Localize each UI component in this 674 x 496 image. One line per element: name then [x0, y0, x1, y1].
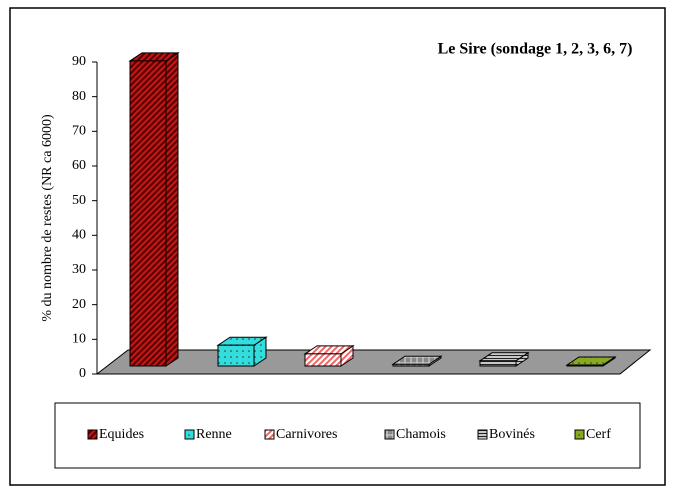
y-tick-label: 50: [72, 193, 86, 208]
y-tick-label: 40: [72, 228, 86, 243]
legend-swatch: [264, 429, 275, 440]
legend: [54, 402, 641, 469]
bar: [479, 360, 517, 367]
y-tick-label: 0: [79, 366, 86, 381]
y-tick-label: 70: [72, 124, 86, 139]
chart-title: Le Sire (sondage 1, 2, 3, 6, 7): [438, 41, 633, 58]
legend-swatch: [477, 429, 488, 440]
bar: [566, 364, 604, 367]
bar-side: [165, 51, 179, 367]
legend-swatch: [87, 429, 98, 440]
bar: [392, 363, 430, 367]
legend-swatch: [384, 429, 395, 440]
y-tick-label: 90: [72, 54, 86, 69]
y-tick-label: 20: [72, 297, 86, 312]
legend-label: Carnivores: [276, 427, 337, 442]
legend-label: Bovinés: [489, 427, 535, 442]
bar: [129, 60, 167, 367]
y-tick-label: 10: [72, 332, 86, 347]
y-tick-label: 60: [72, 158, 86, 173]
y-tick-label: 30: [72, 262, 86, 277]
legend-label: Cerf: [586, 427, 611, 442]
legend-label: Equides: [99, 427, 144, 442]
y-axis-label: % du nombre de restes (NR ca 6000): [40, 114, 55, 322]
y-tick-label: 80: [72, 89, 86, 104]
bar: [304, 353, 342, 367]
legend-swatch: [574, 429, 585, 440]
legend-label: Chamois: [396, 427, 446, 442]
bar: [217, 344, 255, 367]
floor: [95, 349, 652, 375]
legend-label: Renne: [196, 427, 232, 442]
legend-swatch: [184, 429, 195, 440]
